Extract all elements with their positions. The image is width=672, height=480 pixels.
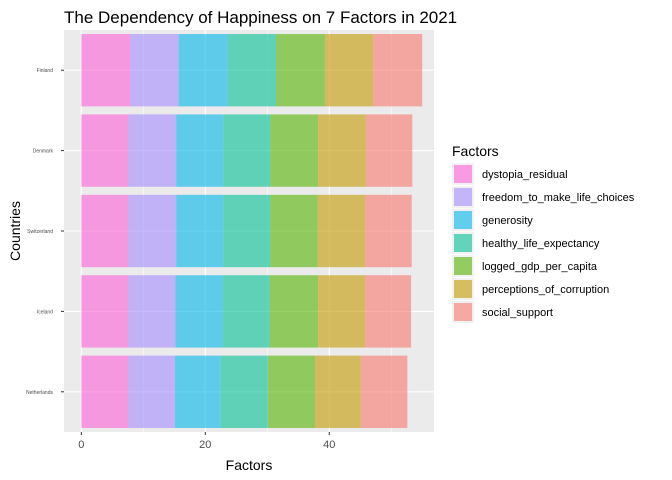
y-tick-label: Finland [37,68,54,74]
bar-segment-social-support [360,355,408,428]
bar-segment-freedom-to-make-life-choices [130,34,179,107]
y-tick-label: Netherlands [26,390,53,396]
x-tick-labels: 0 20 40 [78,432,335,451]
bar-segment-perceptions-of-corruption [315,355,361,428]
bar-segment-healthy-life-expectancy [223,194,271,268]
legend-label: freedom_to_make_life_choices [482,192,635,204]
bars [81,34,423,428]
bar-segment-perceptions-of-corruption [324,34,374,107]
legend-swatch [454,257,472,275]
bar-segment-social-support [373,34,423,107]
legend-swatch [454,280,472,298]
bar-segment-perceptions-of-corruption [318,275,366,348]
legend-title: Factors [452,143,499,159]
bar-segment-healthy-life-expectancy [223,114,271,187]
legend-label: logged_gdp_per_capita [482,261,598,273]
bar-segment-freedom-to-make-life-choices [128,275,176,348]
bar-segment-healthy-life-expectancy [222,275,270,348]
legend-swatch [454,211,472,229]
bar-segment-social-support [365,275,412,348]
chart-title: The Dependency of Happiness on 7 Factors… [64,8,457,27]
bar-segment-dystopia-residual [81,34,131,107]
bar-segment-logged-gdp-per-capita [275,34,325,107]
bar-segment-social-support [365,194,412,268]
bar-segment-logged-gdp-per-capita [269,275,319,348]
bar-segment-logged-gdp-per-capita [267,355,316,428]
legend: Factors dystopia_residual freedom_to_make… [452,143,635,323]
x-tick-label: 20 [199,439,211,451]
bar-segment-perceptions-of-corruption [317,194,366,268]
bar-segment-freedom-to-make-life-choices [128,114,177,187]
legend-swatch [454,234,472,252]
legend-label: perceptions_of_corruption [482,284,609,296]
bar-segment-generosity [176,114,224,187]
y-tick-labels: Finland Denmark Switzerland Iceland Netherla… [26,68,64,396]
y-tick-label: Iceland [37,309,53,315]
legend-swatch [454,188,472,206]
y-tick-label: Denmark [33,149,54,155]
legend-label: social_support [482,307,553,319]
bar-segment-dystopia-residual [81,114,129,187]
bar-segment-freedom-to-make-life-choices [128,194,177,268]
legend-label: generosity [482,215,533,227]
x-axis-title: Factors [226,457,273,473]
bar-segment-dystopia-residual [81,275,129,348]
bar-segment-logged-gdp-per-capita [270,114,319,187]
legend-swatch [454,165,472,183]
y-axis-title: Countries [7,201,23,261]
bar-segment-generosity [178,34,228,107]
bar-segment-generosity [174,355,221,428]
legend-label: dystopia_residual [482,169,568,181]
bar-segment-dystopia-residual [81,194,129,268]
bar-segment-freedom-to-make-life-choices [128,355,175,428]
bar-segment-generosity [175,275,223,348]
legend-label: healthy_life_expectancy [482,238,600,250]
x-tick-label: 40 [323,439,335,451]
y-tick-label: Switzerland [27,229,53,235]
bar-segment-healthy-life-expectancy [227,34,276,107]
bar-segment-logged-gdp-per-capita [270,194,318,268]
x-tick-label: 0 [78,439,84,451]
bar-segment-generosity [176,194,224,268]
legend-items: dystopia_residual freedom_to_make_life_ch… [452,163,635,323]
bar-segment-perceptions-of-corruption [318,114,366,187]
bar-segment-social-support [365,114,413,187]
bar-segment-dystopia-residual [81,355,129,428]
legend-swatch [454,303,472,321]
bar-segment-healthy-life-expectancy [220,355,268,428]
